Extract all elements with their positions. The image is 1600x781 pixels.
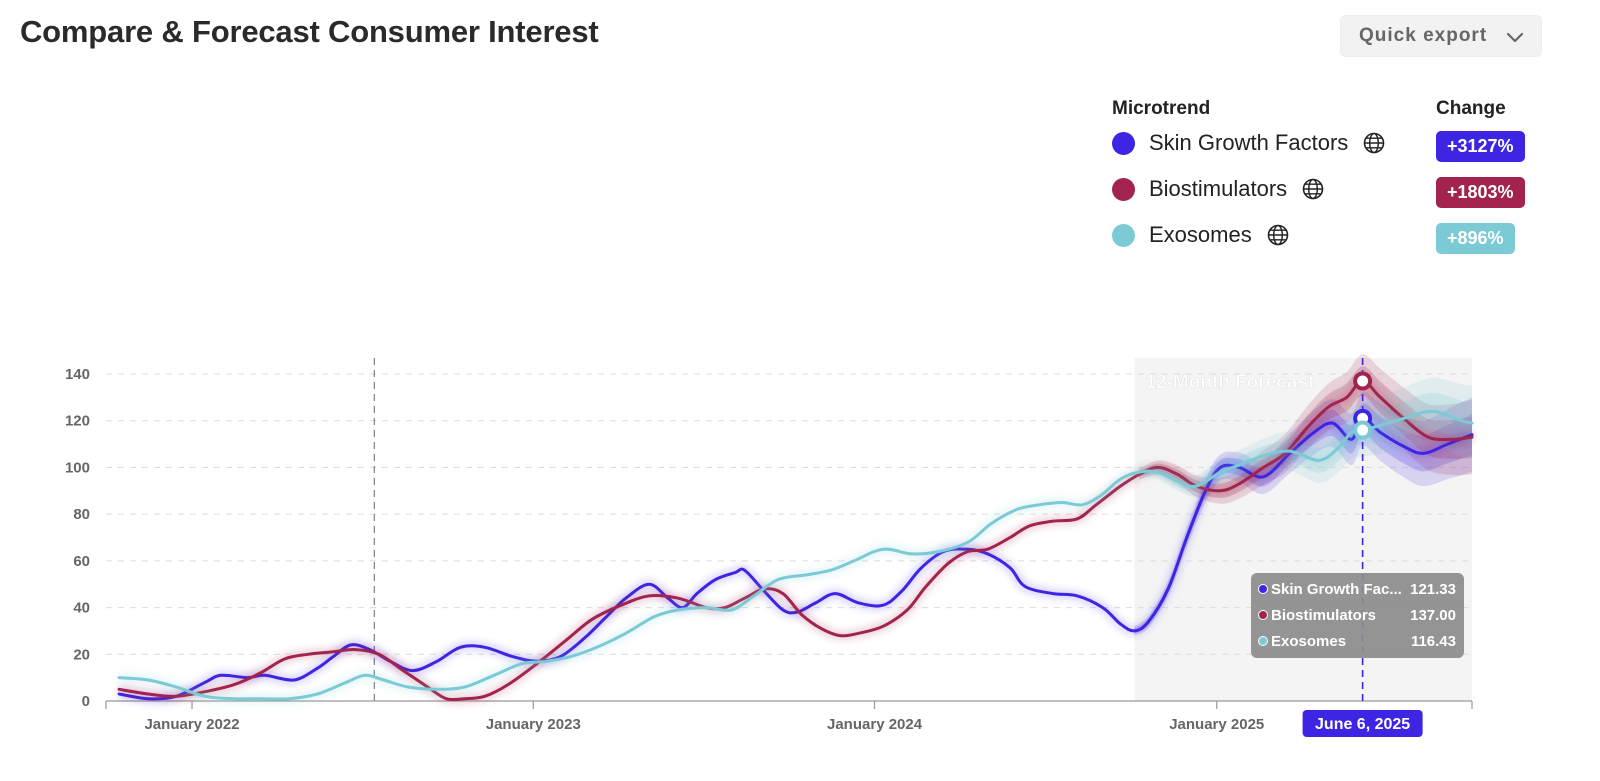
change-badge-biostimulators: +1803% xyxy=(1436,177,1525,208)
change-badge-exosomes: +896% xyxy=(1436,223,1515,254)
change-badge-skin-growth-factors: +3127% xyxy=(1436,131,1525,162)
tooltip-dot xyxy=(1258,584,1268,594)
globe-icon[interactable] xyxy=(1301,177,1325,201)
series-line xyxy=(117,379,1474,702)
x-tick-label: January 2024 xyxy=(827,716,923,733)
quick-export-label: Quick export xyxy=(1359,25,1488,46)
y-tick-label: 80 xyxy=(73,506,90,523)
hover-date-label: June 6, 2025 xyxy=(1315,716,1410,733)
hover-point xyxy=(1353,420,1373,440)
forecast-label: 12-Month Forecast xyxy=(1145,372,1315,393)
tooltip-dot xyxy=(1258,610,1268,620)
hover-date-pill xyxy=(1302,710,1423,737)
x-tick-label: January 2025 xyxy=(1169,716,1264,733)
x-tick-label: January 2022 xyxy=(144,716,239,733)
globe-icon[interactable] xyxy=(1266,223,1290,247)
legend-item-exosomes[interactable]: Exosomes xyxy=(1112,219,1290,251)
legend-item-label: Exosomes xyxy=(1149,222,1252,247)
tooltip-value: 137.00 xyxy=(1410,607,1456,624)
tooltip-value: 121.33 xyxy=(1410,581,1456,598)
tooltip-series-name: Biostimulators xyxy=(1271,607,1376,624)
chevron-down-icon xyxy=(1506,32,1524,43)
tooltip-series-name: Exosomes xyxy=(1271,633,1346,650)
y-tick-label: 120 xyxy=(65,413,90,430)
page-title: Compare & Forecast Consumer Interest xyxy=(20,14,599,49)
legend-change-header: Change xyxy=(1436,98,1506,119)
y-tick-label: 0 xyxy=(82,693,90,710)
forecast-band xyxy=(1134,391,1472,636)
hover-tooltip xyxy=(1251,573,1464,658)
y-tick-label: 60 xyxy=(73,553,90,570)
legend-item-label: Skin Growth Factors xyxy=(1149,130,1349,155)
tooltip-series-name: Skin Growth Fac... xyxy=(1271,581,1402,598)
quick-export-button[interactable]: Quick export xyxy=(1340,15,1542,57)
x-tick-label: January 2023 xyxy=(486,716,581,733)
tooltip-value: 116.43 xyxy=(1411,633,1456,650)
y-tick-label: 20 xyxy=(73,646,90,663)
hover-point xyxy=(1353,371,1373,391)
legend-item-skin-growth-factors[interactable]: Skin Growth Factors xyxy=(1112,127,1386,159)
forecast-band xyxy=(1134,403,1472,634)
legend-item-biostimulators[interactable]: Biostimulators xyxy=(1112,173,1325,205)
series-color-dot xyxy=(1112,131,1135,155)
legend-item-label: Biostimulators xyxy=(1149,176,1288,201)
y-tick-label: 140 xyxy=(65,366,90,383)
tooltip-dot xyxy=(1258,636,1268,646)
series-line xyxy=(117,409,1474,701)
series-color-dot xyxy=(1112,177,1135,201)
y-tick-label: 40 xyxy=(73,600,90,617)
series-color-dot xyxy=(1112,223,1135,247)
y-tick-label: 100 xyxy=(65,459,90,476)
legend-microtrend-header: Microtrend xyxy=(1112,98,1211,119)
globe-icon[interactable] xyxy=(1362,131,1386,155)
